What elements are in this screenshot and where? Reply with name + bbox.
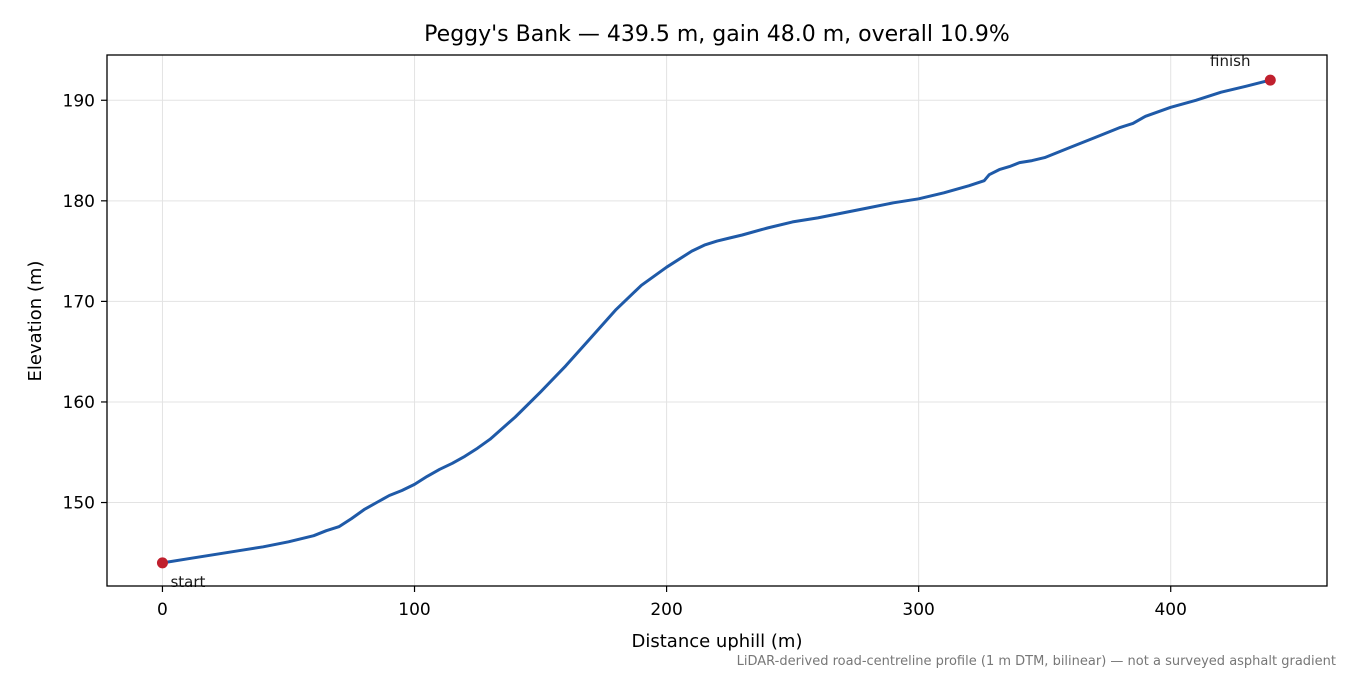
x-tick-label: 0	[157, 600, 168, 620]
x-axis-label: Distance uphill (m)	[632, 631, 803, 652]
x-tick-label: 300	[902, 600, 934, 620]
y-tick-label: 190	[63, 91, 95, 111]
grid-lines	[107, 55, 1327, 586]
finish-label: finish	[1210, 52, 1250, 70]
y-tick-label: 160	[63, 393, 95, 413]
x-tick-label: 200	[650, 600, 682, 620]
axis-ticks: 0 100 200 300 400 150 160 170 180 190	[63, 91, 1187, 620]
x-tick-label: 100	[398, 600, 430, 620]
elevation-profile-line	[161, 78, 1272, 565]
y-tick-label: 170	[63, 292, 95, 312]
y-axis-label: Elevation (m)	[25, 261, 46, 382]
start-point	[156, 557, 168, 569]
start-label: start	[170, 573, 205, 591]
chart-title: Peggy's Bank — 439.5 m, gain 48.0 m, ove…	[424, 22, 1010, 47]
data-source-footnote: LiDAR-derived road-centreline profile (1…	[737, 654, 1336, 669]
x-tick-label: 400	[1154, 600, 1186, 620]
plot-frame	[106, 54, 1328, 587]
finish-point	[1264, 74, 1276, 86]
y-tick-label: 180	[63, 192, 95, 212]
y-tick-label: 150	[63, 494, 95, 514]
